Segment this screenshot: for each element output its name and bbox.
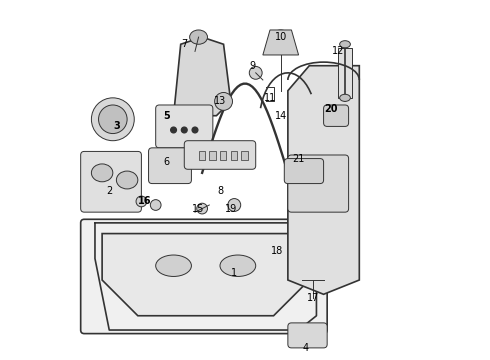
Text: 20: 20: [324, 104, 338, 113]
FancyBboxPatch shape: [288, 323, 327, 348]
Ellipse shape: [92, 164, 113, 182]
Polygon shape: [102, 234, 309, 316]
FancyBboxPatch shape: [148, 148, 192, 184]
Circle shape: [197, 203, 207, 214]
Circle shape: [171, 127, 176, 133]
FancyBboxPatch shape: [323, 105, 348, 126]
FancyBboxPatch shape: [81, 219, 327, 334]
Bar: [220, 152, 226, 160]
Text: 6: 6: [163, 157, 170, 167]
Text: 10: 10: [274, 32, 287, 42]
Circle shape: [150, 200, 161, 210]
Text: 16: 16: [138, 197, 152, 206]
Circle shape: [181, 127, 187, 133]
Text: 13: 13: [214, 96, 226, 107]
FancyBboxPatch shape: [288, 155, 348, 212]
Text: 5: 5: [163, 111, 170, 121]
Text: 2: 2: [106, 186, 112, 196]
Polygon shape: [173, 37, 231, 116]
Text: 19: 19: [224, 203, 237, 213]
Text: 8: 8: [217, 186, 223, 196]
Bar: [231, 152, 237, 160]
Text: 9: 9: [249, 61, 255, 71]
Bar: [209, 152, 216, 160]
Bar: [242, 152, 248, 160]
FancyBboxPatch shape: [81, 152, 142, 212]
FancyBboxPatch shape: [156, 105, 213, 148]
Ellipse shape: [117, 171, 138, 189]
Text: 14: 14: [274, 111, 287, 121]
Bar: [198, 152, 205, 160]
Circle shape: [136, 196, 147, 207]
Circle shape: [215, 93, 232, 111]
Polygon shape: [263, 30, 298, 55]
Circle shape: [249, 66, 262, 79]
Circle shape: [98, 105, 127, 134]
Text: 18: 18: [271, 247, 283, 256]
Text: 11: 11: [264, 93, 276, 103]
Circle shape: [192, 127, 198, 133]
Text: 15: 15: [193, 203, 205, 213]
Ellipse shape: [270, 30, 292, 51]
FancyBboxPatch shape: [284, 158, 323, 184]
Bar: [338, 48, 352, 98]
Text: 1: 1: [231, 268, 237, 278]
Circle shape: [228, 199, 241, 211]
Ellipse shape: [190, 30, 207, 44]
Text: 21: 21: [293, 154, 305, 163]
Ellipse shape: [340, 41, 350, 48]
Ellipse shape: [156, 255, 192, 276]
Text: 17: 17: [307, 293, 319, 303]
Text: 4: 4: [303, 343, 309, 353]
FancyBboxPatch shape: [184, 141, 256, 169]
Ellipse shape: [340, 94, 350, 102]
Polygon shape: [288, 66, 359, 294]
Text: 7: 7: [181, 39, 187, 49]
Text: 12: 12: [332, 46, 344, 57]
Circle shape: [92, 98, 134, 141]
Text: 3: 3: [113, 121, 120, 131]
Ellipse shape: [220, 255, 256, 276]
